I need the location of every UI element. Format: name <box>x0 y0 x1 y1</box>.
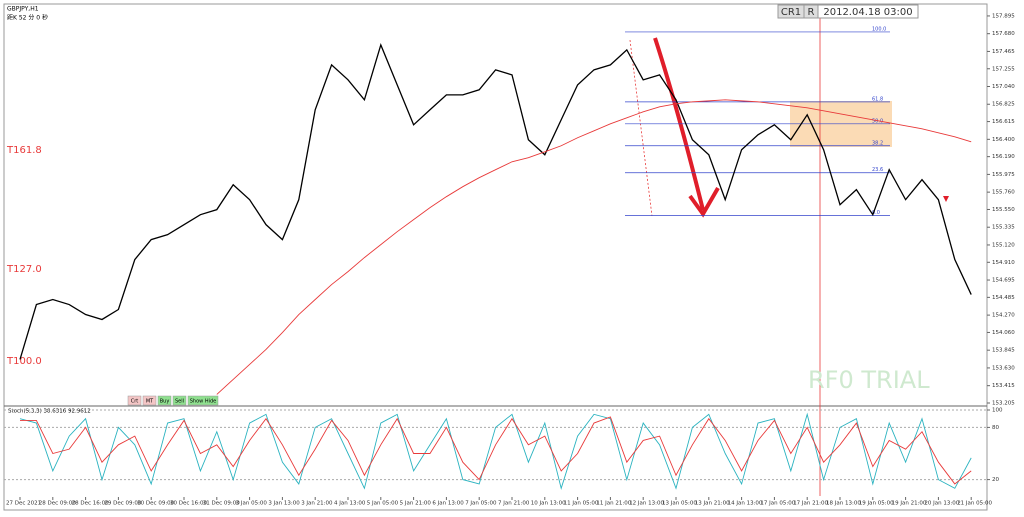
toolbar-button <box>127 395 142 406</box>
y-tick-label: 155.335 <box>992 225 1015 231</box>
y-tick-label: 153.415 <box>992 383 1015 389</box>
toolbar-button <box>142 395 157 406</box>
fib-label: 100.0 <box>872 26 886 32</box>
y-tick-label: 153.630 <box>992 365 1015 371</box>
toolbar-label: Crt <box>131 399 139 405</box>
r-label: R <box>808 7 815 18</box>
x-tick-label: 18 Jan 13:00 <box>826 501 861 507</box>
x-tick-label: 14 Jan 13:00 <box>728 501 763 507</box>
toolbar-label: MT <box>146 399 154 405</box>
y-tick-label: 154.270 <box>992 313 1015 319</box>
y-tick-label: 157.895 <box>992 13 1015 19</box>
x-tick-label: 7 Jan 21:00 <box>498 501 530 507</box>
x-tick-label: 13 Jan 05:00 <box>662 501 697 507</box>
y-tick-label: 154.485 <box>992 295 1015 301</box>
y-tick-label: 154.060 <box>992 330 1015 336</box>
fib-label: 61.8 <box>872 96 883 102</box>
toolbar-button <box>172 395 187 406</box>
fib-trend <box>629 39 653 217</box>
toolbar-button <box>157 395 172 406</box>
x-tick-label: 31 Dec 09:00 <box>203 501 240 507</box>
x-tick-label: 13 Jan 21:00 <box>695 501 730 507</box>
x-tick-label: 28 Dec 16:00 <box>72 501 109 507</box>
toolbar-label: Show Hide <box>190 399 216 405</box>
x-tick-label: 30 Dec 16:00 <box>170 501 207 507</box>
x-tick-label: 7 Jan 05:00 <box>465 501 497 507</box>
toolbar-label: Sell <box>175 399 184 405</box>
time-box <box>817 4 919 19</box>
x-tick-label: 4 Jan 13:00 <box>334 501 366 507</box>
y-tick-label: 155.760 <box>992 190 1015 196</box>
y-tick-label: 156.190 <box>992 154 1015 160</box>
y-tick-label: 157.040 <box>992 84 1015 90</box>
series-line <box>19 412 972 490</box>
signal-arrow <box>943 196 949 202</box>
x-tick-label: 5 Jan 21:00 <box>400 501 432 507</box>
fib-label: 50.0 <box>872 118 883 124</box>
y-tick-label: 157.680 <box>992 31 1015 37</box>
x-tick-label: 3 Jan 13:00 <box>268 501 300 507</box>
y-tick-label: 20 <box>992 477 999 483</box>
x-tick-label: 12 Jan 13:00 <box>629 501 664 507</box>
x-tick-label: 19 Jan 05:00 <box>859 501 894 507</box>
level-label: T161.8 <box>6 145 42 156</box>
x-tick-label: 3 Jan 05:00 <box>236 501 268 507</box>
frame <box>3 3 988 511</box>
x-tick-label: 5 Jan 05:00 <box>367 501 399 507</box>
x-tick-label: 29 Dec 09:00 <box>104 501 141 507</box>
x-tick-label: 21 Jan 05:00 <box>957 501 992 507</box>
cr-label: CR1 <box>781 7 801 18</box>
time-label: 2012.04.18 03:00 <box>823 7 912 18</box>
fib-label: 23.6 <box>872 167 883 173</box>
series-line <box>19 42 972 360</box>
y-tick-label: 153.845 <box>992 348 1015 354</box>
level-label: T127.0 <box>6 264 42 275</box>
y-tick-label: 80 <box>992 425 999 431</box>
x-tick-label: 20 Jan 13:00 <box>924 501 959 507</box>
y-tick-label: 156.615 <box>992 119 1015 125</box>
y-tick-label: 154.910 <box>992 260 1015 266</box>
stoch-title: Stoch(5,3,3) 38.6316 92.9612 <box>8 409 91 415</box>
x-tick-label: 19 Jan 21:00 <box>892 501 927 507</box>
x-tick-label: 17 Jan 21:00 <box>793 501 828 507</box>
y-tick-label: 100 <box>992 408 1003 414</box>
level-label: T100.0 <box>6 356 42 367</box>
y-tick-label: 155.975 <box>992 172 1015 178</box>
symbol: GBPJPY,H1 <box>7 6 39 13</box>
fib-label: 0.0 <box>872 210 880 216</box>
y-tick-label: 153.205 <box>992 401 1015 407</box>
y-tick-label: 157.465 <box>992 49 1015 55</box>
x-tick-label: 11 Jan 21:00 <box>596 501 631 507</box>
toolbar-label: Buy <box>160 399 170 405</box>
series-line <box>20 416 972 485</box>
x-tick-label: 30 Dec 09:00 <box>137 501 174 507</box>
countdown: 距K 52 分 0 秒 <box>7 14 48 22</box>
x-tick-label: 11 Jan 05:00 <box>564 501 599 507</box>
arrow-head <box>688 187 720 218</box>
x-tick-label: 17 Jan 05:00 <box>760 501 795 507</box>
x-tick-label: 3 Jan 21:00 <box>301 501 333 507</box>
y-tick-label: 157.255 <box>992 66 1015 72</box>
x-tick-label: 10 Jan 13:00 <box>531 501 566 507</box>
arrow <box>653 37 705 211</box>
y-tick-label: 154.695 <box>992 278 1015 284</box>
fib-label: 38.2 <box>872 140 883 146</box>
watermark: RF0 TRIAL <box>808 366 930 394</box>
series-line <box>216 99 972 395</box>
x-tick-label: 6 Jan 13:00 <box>432 501 464 507</box>
x-tick-label: 28 Dec 09:00 <box>39 501 76 507</box>
toolbar-button <box>187 395 219 406</box>
x-tick-label: 27 Dec 2021 <box>6 501 41 507</box>
y-tick-label: 156.400 <box>992 137 1015 143</box>
y-tick-label: 156.825 <box>992 102 1015 108</box>
y-tick-label: 155.550 <box>992 207 1015 213</box>
y-tick-label: 155.120 <box>992 242 1015 248</box>
